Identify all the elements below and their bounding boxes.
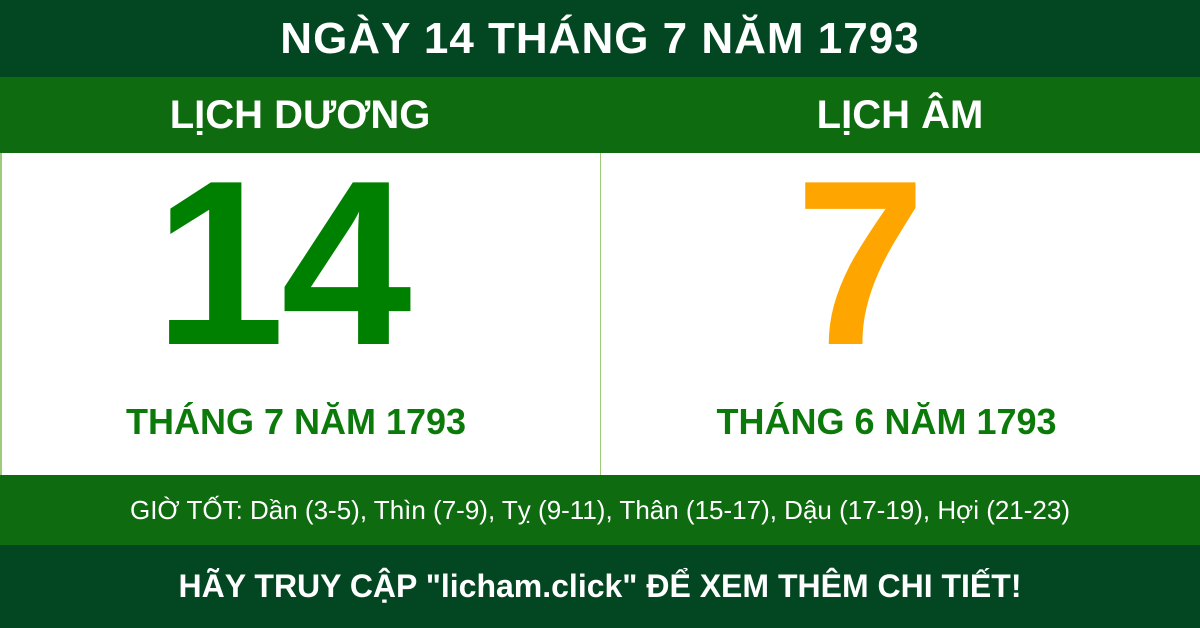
lunar-day: 7 — [795, 131, 926, 394]
solar-month-year: THÁNG 7 NĂM 1793 — [125, 401, 467, 442]
calendar-headings: LỊCH DƯƠNG LỊCH ÂM — [0, 77, 1200, 153]
footer-cta: HÃY TRUY CẬP "licham.click" ĐỂ XEM THÊM … — [0, 545, 1200, 628]
solar-heading: LỊCH DƯƠNG — [169, 92, 431, 137]
solar-day: 14 — [154, 131, 411, 394]
lunar-panel: 7 THÁNG 6 NĂM 1793 — [600, 145, 1200, 475]
lunar-heading: LỊCH ÂM — [816, 92, 984, 137]
good-hours: GIỜ TỐT: Dần (3-5), Thìn (7-9), Tỵ (9-11… — [0, 475, 1200, 545]
solar-panel: 14 THÁNG 7 NĂM 1793 — [0, 131, 600, 475]
lunar-month-year: THÁNG 6 NĂM 1793 — [716, 401, 1057, 442]
page-title: NGÀY 14 THÁNG 7 NĂM 1793 — [0, 0, 1200, 77]
